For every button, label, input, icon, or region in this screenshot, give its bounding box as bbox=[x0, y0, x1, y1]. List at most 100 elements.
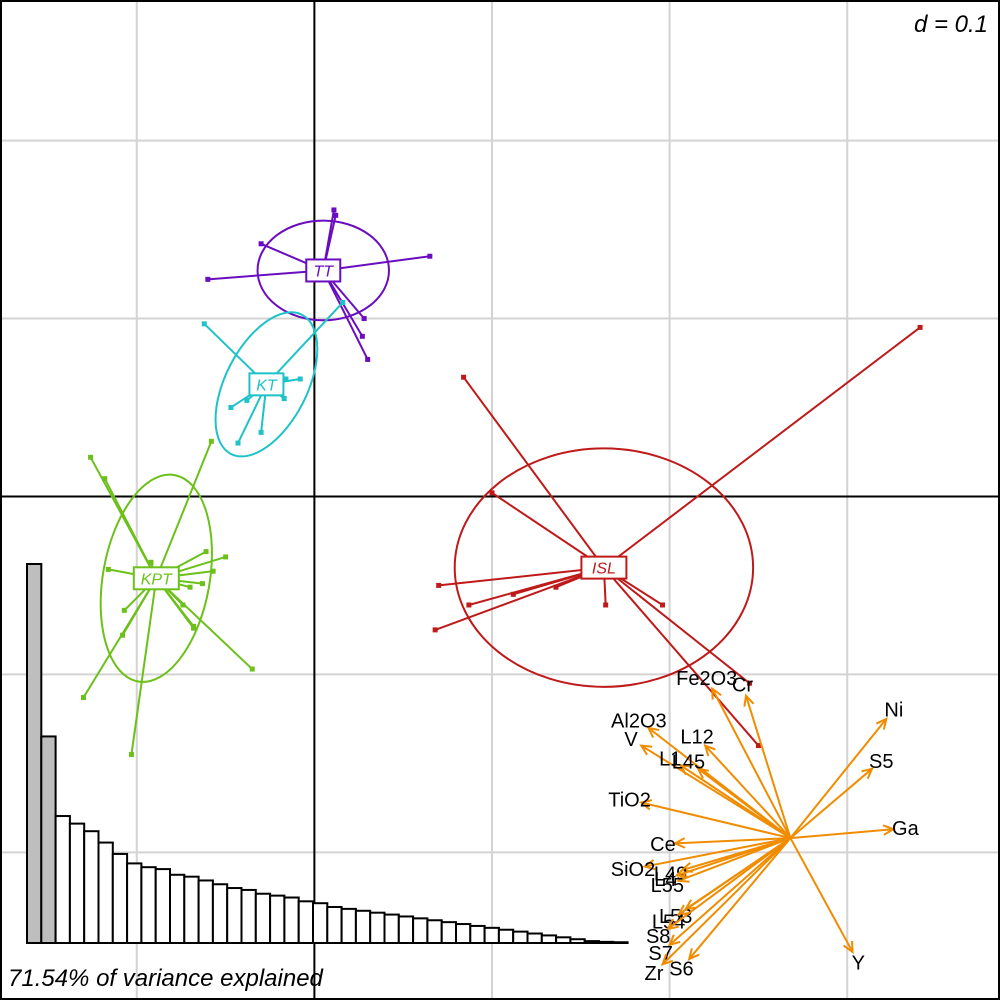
star-segment bbox=[130, 578, 158, 755]
data-point bbox=[208, 438, 214, 444]
arrow-shaft bbox=[688, 837, 792, 960]
arrow-head bbox=[676, 872, 690, 883]
eigenvalue-screeplot bbox=[26, 563, 629, 945]
group-layer: TT KT KPT ISL bbox=[80, 207, 923, 757]
data-point bbox=[553, 584, 559, 590]
arrow-shaft bbox=[790, 828, 894, 840]
group-label-box bbox=[132, 566, 180, 591]
eigenvalue-bar bbox=[354, 909, 372, 944]
arrow-head bbox=[660, 953, 674, 967]
arrow-shaft bbox=[679, 764, 791, 839]
eigenvalue-bar bbox=[283, 896, 300, 945]
eigenvalue-bar bbox=[97, 841, 114, 944]
eigenvalue-bar bbox=[555, 936, 572, 945]
data-point bbox=[333, 212, 339, 218]
data-point bbox=[128, 751, 134, 757]
star-segment bbox=[603, 566, 760, 747]
data-point bbox=[80, 695, 86, 701]
group-kt: KT bbox=[201, 299, 346, 458]
data-point bbox=[359, 333, 365, 339]
star-segment bbox=[155, 577, 253, 670]
eigenvalue-bar bbox=[426, 919, 443, 945]
variable-label: L45 bbox=[672, 751, 705, 773]
data-point bbox=[258, 429, 264, 435]
arrow-head bbox=[666, 918, 679, 931]
data-point bbox=[461, 374, 467, 380]
variable-label: L55 bbox=[651, 875, 684, 897]
star-segment bbox=[322, 270, 369, 360]
eigenvalue-bar bbox=[326, 905, 343, 944]
group-isl: ISL bbox=[432, 324, 923, 749]
eigenvalue-bar bbox=[512, 930, 529, 945]
data-point bbox=[510, 591, 516, 597]
star-segment bbox=[103, 478, 158, 579]
star-segment bbox=[603, 566, 751, 685]
arrow-head bbox=[687, 948, 700, 961]
data-point bbox=[281, 396, 287, 402]
eigenvalue-bar bbox=[455, 923, 472, 944]
eigenvalue-bar bbox=[211, 883, 229, 945]
variable-label: Zr bbox=[645, 963, 664, 985]
group-tt: TT bbox=[205, 207, 433, 362]
star-segment bbox=[207, 269, 324, 281]
eigenvalue-bar bbox=[340, 907, 357, 945]
arrow-head bbox=[843, 940, 854, 954]
variable-label: Fe2O3 bbox=[676, 668, 737, 690]
eigenvalue-bar bbox=[83, 830, 100, 945]
eigenvalue-bar bbox=[383, 913, 400, 945]
data-point bbox=[205, 276, 211, 282]
data-point bbox=[88, 454, 94, 460]
data-point bbox=[365, 356, 371, 362]
data-point bbox=[199, 581, 205, 587]
star-segment bbox=[438, 566, 605, 587]
arrow-shaft bbox=[789, 767, 873, 839]
group-label-box bbox=[305, 258, 342, 283]
eigenvalue-bar bbox=[54, 815, 71, 944]
eigenvalue-bar bbox=[598, 940, 615, 944]
eigenvalue-bar bbox=[369, 911, 386, 944]
arrow-shaft bbox=[640, 801, 791, 840]
arrow-head bbox=[638, 799, 653, 811]
arrow-shaft bbox=[667, 837, 792, 930]
star-segment bbox=[491, 492, 605, 569]
group-label: TT bbox=[313, 263, 334, 280]
eigenvalue-bar bbox=[26, 563, 43, 944]
arrow-shaft bbox=[789, 837, 854, 953]
data-point bbox=[361, 316, 367, 322]
eigenvalue-bar bbox=[111, 852, 129, 944]
data-point bbox=[180, 602, 186, 608]
data-point bbox=[121, 607, 127, 613]
arrow-head bbox=[676, 904, 690, 916]
arrow-head bbox=[861, 767, 874, 780]
eigenvalue-bar bbox=[240, 888, 257, 945]
arrow-head bbox=[646, 726, 660, 739]
eigenvalue-bar bbox=[183, 875, 200, 944]
variance-label: 71.54% of variance explained bbox=[8, 965, 324, 992]
eigenvalue-bar bbox=[68, 822, 86, 944]
variable-label: Ni bbox=[884, 700, 903, 722]
arrow-shaft bbox=[789, 718, 888, 839]
variable-label: SiO2 bbox=[611, 859, 655, 881]
group-label: KT bbox=[256, 377, 278, 394]
data-point bbox=[105, 566, 111, 572]
eigenvalue-bar bbox=[397, 915, 415, 944]
eigenvalue-bar bbox=[254, 892, 272, 944]
eigenvalue-bar bbox=[140, 866, 157, 945]
variable-label: V bbox=[624, 729, 638, 751]
eigenvalue-bar bbox=[526, 932, 543, 945]
data-point bbox=[187, 584, 193, 590]
variable-label: L4 bbox=[654, 869, 676, 891]
data-point bbox=[489, 490, 495, 496]
variable-label: S8 bbox=[646, 926, 670, 948]
data-point bbox=[747, 680, 753, 686]
data-point bbox=[102, 476, 108, 482]
data-point bbox=[235, 440, 241, 446]
group-kpt: KPT bbox=[80, 438, 255, 757]
variable-label: S5 bbox=[869, 751, 893, 773]
arrow-head bbox=[703, 743, 716, 757]
eigenvalue-bar bbox=[497, 928, 515, 944]
data-point bbox=[223, 554, 229, 560]
